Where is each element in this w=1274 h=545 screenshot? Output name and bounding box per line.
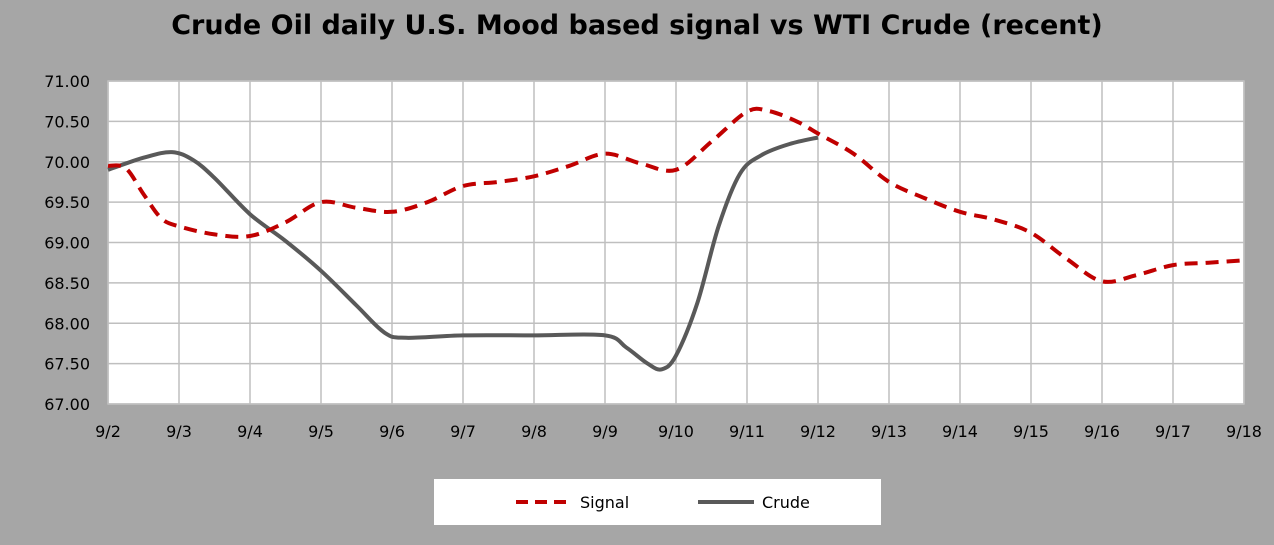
legend-swatch-crude — [698, 500, 754, 504]
y-tick-label: 71.00 — [44, 72, 90, 91]
x-tick-label: 9/5 — [308, 422, 334, 441]
chart-title: Crude Oil daily U.S. Mood based signal v… — [171, 10, 1103, 41]
horizontal-gridlines — [107, 80, 1245, 405]
series-line-crude — [107, 135, 819, 372]
x-tick-label: 9/17 — [1155, 422, 1191, 441]
x-tick-label: 9/15 — [1013, 422, 1049, 441]
x-tick-label: 9/18 — [1226, 422, 1262, 441]
legend-item-crude: Crude — [696, 491, 810, 513]
y-tick-label: 67.00 — [44, 395, 90, 414]
legend-label-crude: Crude — [762, 492, 810, 512]
x-tick-label: 9/13 — [871, 422, 907, 441]
y-tick-label: 68.00 — [44, 314, 90, 333]
series-lines — [107, 106, 1245, 372]
x-tick-label: 9/7 — [450, 422, 476, 441]
series-line-signal — [107, 106, 1245, 284]
y-tick-label: 67.50 — [44, 355, 90, 374]
x-tick-label: 9/11 — [729, 422, 765, 441]
y-axis-tick-labels: 67.00 67.50 68.00 68.50 69.00 69.50 70.00 70.50… — [44, 72, 90, 414]
x-tick-label: 9/8 — [521, 422, 547, 441]
x-axis-tick-labels: 9/2 9/3 9/4 9/5 9/6 9/7 9/8 9/9 9/10 9/11 9/12 9/13… — [95, 422, 1262, 441]
legend-item-signal: Signal — [514, 491, 629, 513]
legend-label-signal: Signal — [580, 492, 630, 512]
legend-swatch-signal — [516, 500, 572, 504]
y-tick-label: 68.50 — [44, 274, 90, 293]
x-tick-label: 9/10 — [658, 422, 694, 441]
x-tick-label: 9/6 — [379, 422, 405, 441]
x-tick-label: 9/2 — [95, 422, 121, 441]
x-tick-label: 9/14 — [942, 422, 978, 441]
y-tick-label: 70.50 — [44, 112, 90, 131]
x-tick-label: 9/12 — [800, 422, 836, 441]
x-tick-label: 9/16 — [1084, 422, 1120, 441]
y-tick-label: 69.00 — [44, 234, 90, 253]
y-tick-label: 70.00 — [44, 153, 90, 172]
legend: Signal Crude — [434, 479, 881, 525]
x-tick-label: 9/4 — [237, 422, 263, 441]
plot-border — [107, 80, 1245, 405]
y-tick-label: 69.50 — [44, 193, 90, 212]
x-tick-label: 9/9 — [592, 422, 618, 441]
x-tick-label: 9/3 — [166, 422, 192, 441]
